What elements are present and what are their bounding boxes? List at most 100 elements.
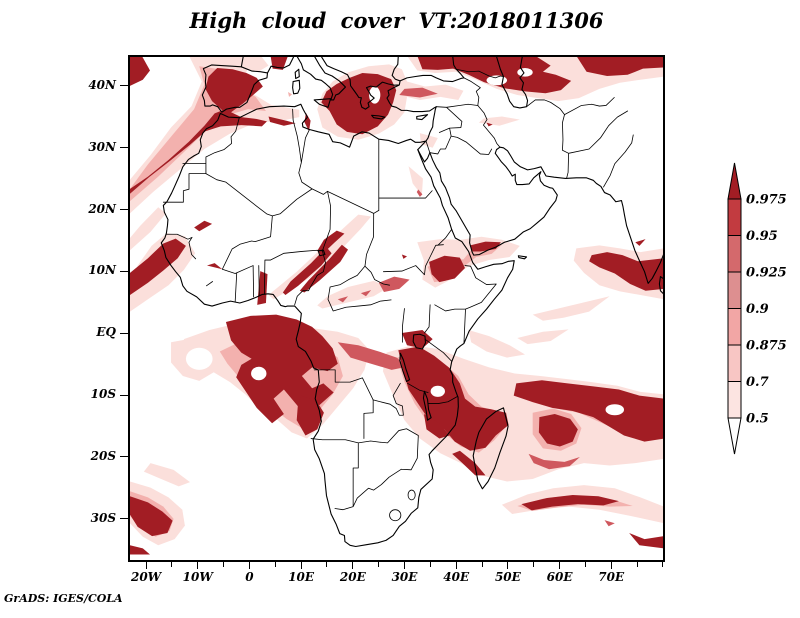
x-tick	[404, 562, 405, 569]
x-minor-tick	[352, 562, 354, 567]
sardinia-coastline	[293, 80, 300, 93]
lesotho-border	[390, 510, 401, 521]
y-tick	[120, 394, 128, 396]
y-tick-label: 40N	[88, 77, 116, 92]
colorbar-top-arrow	[727, 162, 742, 200]
colorbar: 0.5 0.7 0.875 0.9 0.925 0.95 0.975	[727, 162, 787, 455]
x-minor-tick	[248, 562, 250, 567]
y-tick-label: 20S	[90, 448, 116, 463]
x-minor-tick	[404, 562, 405, 567]
colorbar-label: 0.925	[746, 266, 787, 281]
x-minor-tick	[300, 562, 302, 567]
x-tick	[352, 562, 354, 569]
y-tick	[120, 209, 128, 211]
x-tick	[559, 562, 561, 569]
x-minor-tick	[584, 562, 586, 567]
socotra-coastline	[518, 256, 526, 259]
cloud-shading-dark	[130, 57, 663, 555]
lake-victoria	[413, 334, 425, 349]
x-tick-label: 0	[245, 570, 254, 584]
x-tick	[197, 562, 199, 569]
italy-coastline	[297, 57, 346, 100]
colorbar-label: 0.875	[746, 339, 787, 354]
arabia-asia-coastline	[430, 147, 663, 283]
y-tick-label: EQ	[96, 325, 116, 340]
map-plot-area	[128, 55, 665, 562]
y-tick-label: 10S	[90, 387, 116, 402]
y-tick-label: 20N	[88, 201, 116, 216]
blacksea-coastline	[400, 57, 464, 82]
colorbar-segment	[727, 381, 742, 419]
colorbar-label: 0.5	[746, 412, 769, 427]
y-tick	[120, 332, 128, 334]
x-minor-tick	[610, 562, 612, 567]
x-tick	[610, 562, 612, 569]
swaziland-border	[408, 490, 415, 500]
chart-title: High cloud cover VT:2018011306	[189, 8, 604, 33]
madagascar-coastline	[473, 408, 508, 489]
colorbar-segment	[727, 235, 742, 273]
x-minor-tick	[145, 562, 147, 567]
colorbar-segment	[727, 308, 742, 346]
y-tick	[120, 518, 128, 520]
anatolia-levant-coastline	[387, 85, 436, 141]
lake-tanganyika	[400, 353, 410, 381]
x-tick-label: 10W	[182, 570, 213, 584]
x-minor-tick	[274, 562, 276, 567]
x-minor-tick	[223, 562, 225, 567]
y-tick-label: 30S	[90, 510, 116, 525]
x-tick	[300, 562, 302, 569]
x-tick-label: 10E	[288, 570, 315, 584]
x-tick-label: 40E	[443, 570, 470, 584]
y-tick	[120, 270, 128, 272]
france-coastline	[267, 57, 294, 73]
x-minor-tick	[326, 562, 328, 567]
x-tick-label: 60E	[546, 570, 573, 584]
y-tick	[120, 147, 128, 149]
cyprus-coastline	[417, 115, 428, 120]
colorbar-label: 0.9	[746, 302, 769, 317]
x-tick-label: 20E	[339, 570, 366, 584]
x-minor-tick	[507, 562, 509, 567]
y-tick	[120, 85, 128, 87]
x-minor-tick	[481, 562, 483, 567]
x-minor-tick	[559, 562, 561, 567]
x-tick-label: 70E	[598, 570, 625, 584]
country-borders	[163, 69, 633, 520]
colorbar-segment	[727, 271, 742, 309]
y-tick	[120, 456, 128, 458]
colorbar-segment	[727, 344, 742, 382]
x-minor-tick	[455, 562, 457, 567]
y-tick-label: 10N	[88, 263, 116, 278]
africa-cloud-map	[130, 57, 663, 555]
x-minor-tick	[662, 562, 664, 567]
x-minor-tick	[171, 562, 173, 567]
x-minor-tick	[636, 562, 638, 567]
sicily-coastline	[314, 99, 330, 108]
sinai-coastline	[418, 150, 430, 162]
x-tick	[507, 562, 509, 569]
colorbar-label: 0.975	[746, 193, 787, 208]
lake-malawi	[423, 391, 431, 420]
y-tick-label: 30N	[88, 139, 116, 154]
grads-attribution: GrADS: IGES/COLA	[4, 592, 123, 605]
colorbar-label: 0.95	[746, 229, 778, 244]
x-tick	[145, 562, 147, 569]
x-tick	[455, 562, 457, 569]
africa-coastline	[161, 104, 514, 546]
corsica-coastline	[295, 69, 299, 78]
crete-coastline	[372, 115, 385, 119]
x-tick	[248, 562, 250, 569]
colorbar-bottom-arrow	[727, 417, 742, 455]
x-tick-label: 20W	[130, 570, 162, 584]
x-tick-label: 30E	[391, 570, 418, 584]
srilanka-coastline	[659, 277, 663, 295]
x-minor-tick	[197, 562, 199, 567]
x-minor-tick	[533, 562, 535, 567]
x-minor-tick	[429, 562, 431, 567]
colorbar-segment	[727, 198, 742, 236]
iberia-coastline	[202, 65, 267, 112]
balkans-greece-coastline	[321, 57, 400, 109]
x-minor-tick	[378, 562, 380, 567]
x-tick-label: 50E	[494, 570, 521, 584]
